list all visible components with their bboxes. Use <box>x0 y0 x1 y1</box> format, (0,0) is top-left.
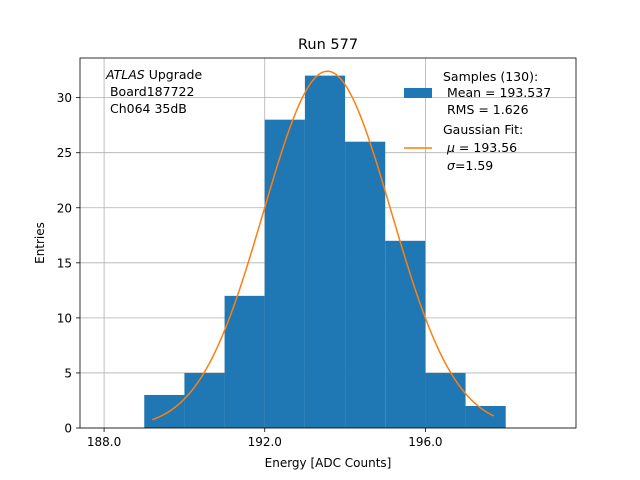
x-tick-label-1: 192.0 <box>248 435 282 449</box>
legend-mu-symbol: μ <box>446 140 455 155</box>
y-tick-label-2: 10 <box>57 311 72 325</box>
annotation-board: Board187722 <box>106 84 194 99</box>
histogram-bar-6 <box>385 240 426 428</box>
y-tick-label-0: 0 <box>64 422 72 436</box>
histogram-bar-5 <box>345 141 386 428</box>
legend: Samples (130): Mean = 193.537 RMS = 1.62… <box>404 69 551 173</box>
y-axis-ticks: 0 5 10 15 20 25 30 <box>57 91 80 436</box>
histogram-bar-8 <box>465 405 506 428</box>
x-tick-label-2: 196.0 <box>408 435 442 449</box>
y-axis-label: Entries <box>33 222 47 264</box>
y-tick-label-1: 5 <box>64 366 72 380</box>
histogram-bars <box>144 75 506 429</box>
gaussian-fit-curve <box>152 70 495 421</box>
legend-mu-value: = 193.56 <box>455 140 517 155</box>
legend-sigma-value: =1.59 <box>455 158 493 173</box>
x-tick-label-0: 188.0 <box>87 435 121 449</box>
y-tick-label-6: 30 <box>57 91 72 105</box>
x-axis-label: Energy [ADC Counts] <box>265 456 392 470</box>
y-tick-label-5: 25 <box>57 146 72 160</box>
annotation-upgrade: Upgrade <box>145 67 203 82</box>
legend-samples-rms: RMS = 1.626 <box>443 102 529 117</box>
legend-fit-mu: μ = 193.56 <box>446 140 517 155</box>
legend-fit-title: Gaussian Fit: <box>443 122 523 137</box>
annotation-channel: Ch064 35dB <box>106 101 187 116</box>
x-axis-ticks: 188.0 192.0 196.0 <box>87 428 443 449</box>
legend-samples-title: Samples (130): <box>443 69 538 84</box>
experiment-annotation: ATLAS Upgrade Board187722 Ch064 35dB <box>105 67 202 116</box>
legend-samples-swatch <box>404 88 432 98</box>
legend-fit-sigma: σ=1.59 <box>447 158 493 173</box>
annotation-line-1: ATLAS Upgrade <box>105 67 202 82</box>
histogram-bar-1 <box>184 372 225 428</box>
histogram-bar-3 <box>264 119 305 429</box>
chart-title: Run 577 <box>298 37 358 53</box>
y-tick-label-4: 20 <box>57 201 72 215</box>
legend-samples-mean: Mean = 193.537 <box>443 85 551 100</box>
y-tick-label-3: 15 <box>57 256 72 270</box>
histogram-bar-2 <box>224 295 265 428</box>
plot-frame <box>79 57 577 429</box>
legend-sigma-symbol: σ <box>447 158 456 173</box>
histogram-bar-0 <box>144 394 185 428</box>
annotation-experiment: ATLAS <box>105 67 145 82</box>
histogram-bar-7 <box>425 372 466 428</box>
histogram-bar-4 <box>304 75 346 428</box>
